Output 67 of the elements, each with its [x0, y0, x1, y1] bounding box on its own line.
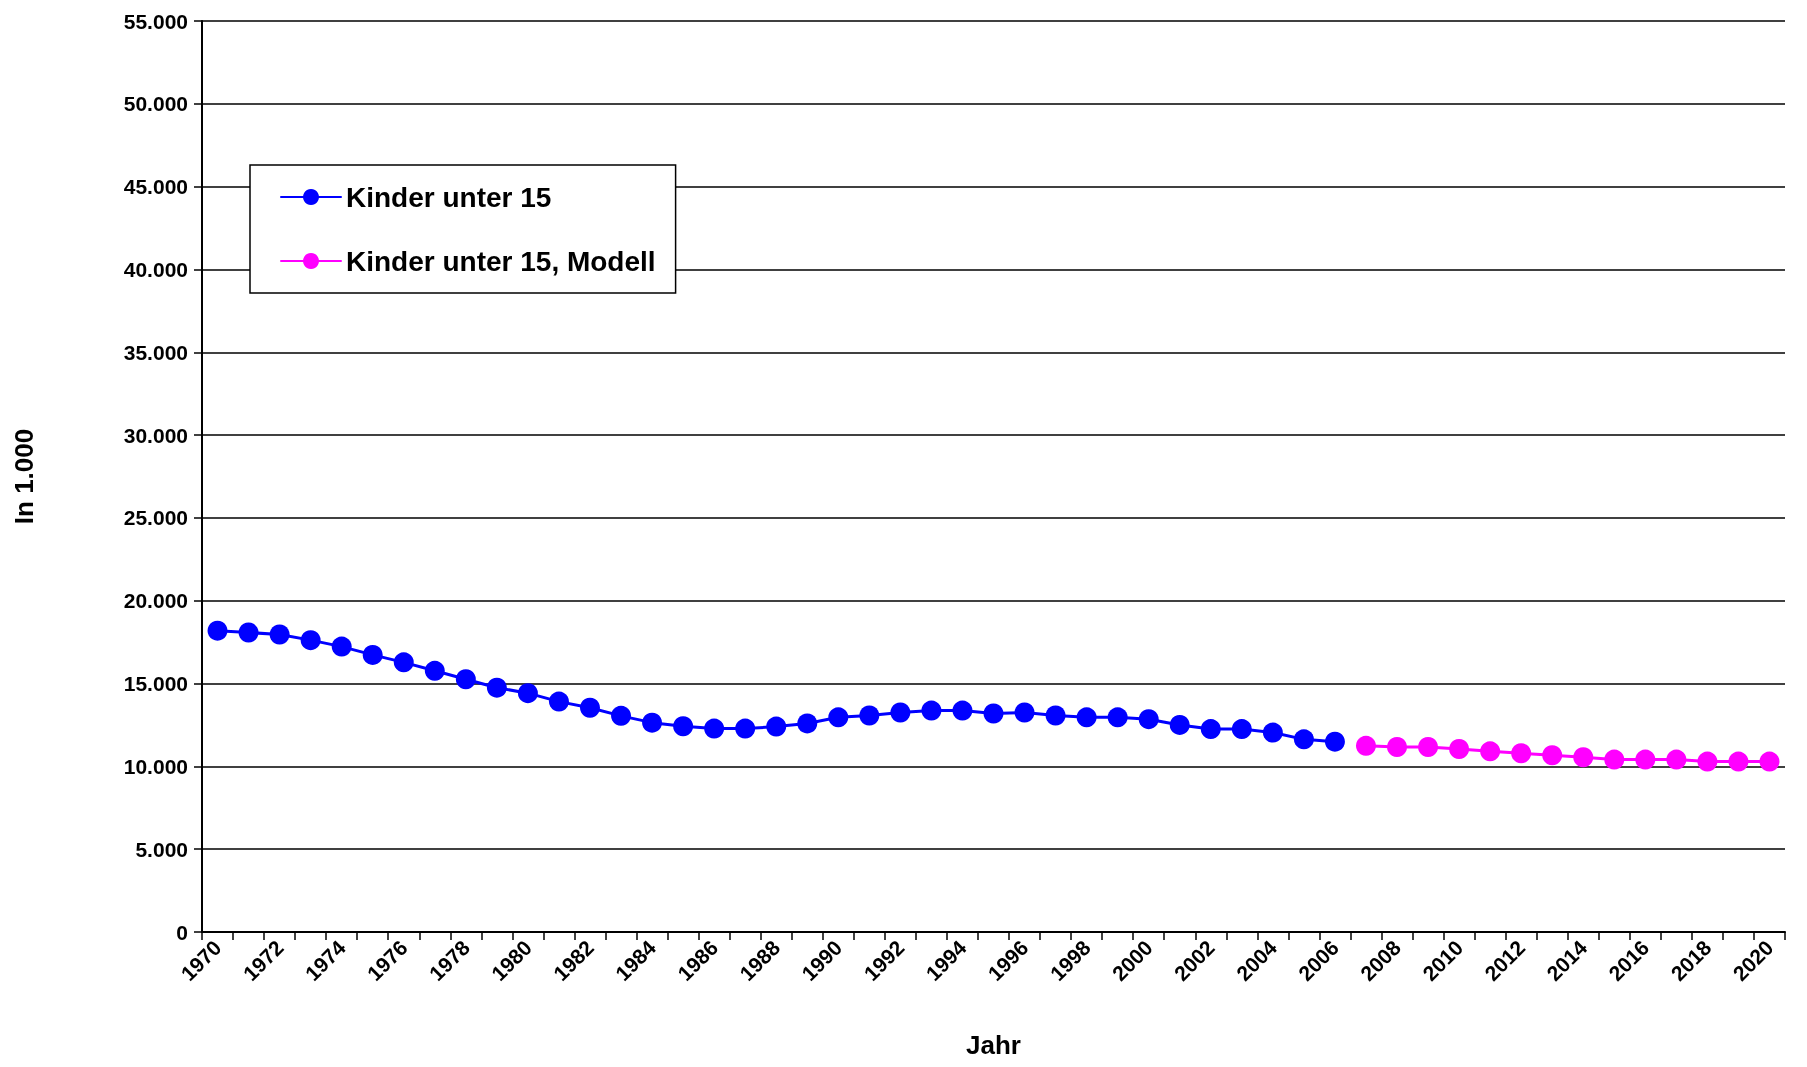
point — [1666, 749, 1687, 770]
y-tick-label: 5.000 — [135, 837, 188, 861]
x-axis-title: Jahr — [966, 1030, 1021, 1060]
point — [859, 705, 880, 726]
point — [1107, 707, 1128, 728]
point — [269, 624, 290, 645]
point — [828, 707, 849, 728]
point — [952, 700, 973, 721]
y-tick-label: 55.000 — [123, 9, 188, 33]
point — [611, 705, 632, 726]
point — [1697, 751, 1718, 772]
point — [424, 660, 445, 681]
point — [1418, 736, 1439, 757]
point — [331, 636, 352, 657]
point — [207, 620, 228, 641]
point — [455, 669, 476, 690]
point — [238, 622, 259, 643]
point — [1231, 719, 1252, 740]
point — [1262, 722, 1283, 743]
point — [735, 718, 756, 739]
y-axis-title: In 1.000 — [9, 428, 39, 525]
point — [1014, 702, 1035, 723]
point — [1324, 731, 1345, 752]
y-tick-label: 35.000 — [123, 340, 188, 364]
point — [1635, 749, 1656, 770]
point — [704, 718, 725, 739]
point — [642, 712, 663, 733]
point — [766, 716, 787, 737]
point — [1542, 745, 1563, 766]
legend-label: Kinder unter 15 — [346, 181, 552, 213]
y-tick-label: 20.000 — [123, 589, 188, 613]
y-tick-label: 30.000 — [123, 423, 188, 447]
point — [517, 683, 538, 704]
point — [1045, 705, 1066, 726]
point — [1480, 741, 1501, 762]
point — [673, 716, 694, 737]
y-tick-label: 10.000 — [123, 754, 188, 778]
y-tick-label: 45.000 — [123, 175, 188, 199]
point — [1604, 749, 1625, 770]
y-tick-label: 0 — [176, 920, 188, 944]
point — [921, 700, 942, 721]
point — [1728, 751, 1749, 772]
point — [580, 697, 600, 718]
point — [1200, 719, 1221, 740]
point — [548, 691, 569, 712]
y-tick-label: 40.000 — [123, 257, 188, 281]
point — [393, 652, 414, 673]
point — [1759, 751, 1780, 772]
point — [1511, 743, 1532, 764]
legend-label: Kinder unter 15, Modell — [346, 245, 656, 277]
y-tick-label: 25.000 — [123, 506, 188, 530]
y-tick-label: 15.000 — [123, 672, 188, 696]
point — [890, 702, 911, 723]
point — [1293, 729, 1314, 750]
point — [486, 677, 507, 698]
point — [1573, 747, 1594, 768]
point — [1449, 738, 1470, 759]
point — [1387, 736, 1408, 757]
point — [797, 713, 818, 734]
point — [300, 630, 321, 651]
y-tick-label: 50.000 — [123, 92, 188, 116]
point — [362, 644, 383, 665]
point — [1169, 714, 1190, 735]
point — [983, 703, 1004, 724]
point — [1076, 707, 1097, 728]
point — [1355, 735, 1376, 756]
point — [1138, 709, 1159, 730]
